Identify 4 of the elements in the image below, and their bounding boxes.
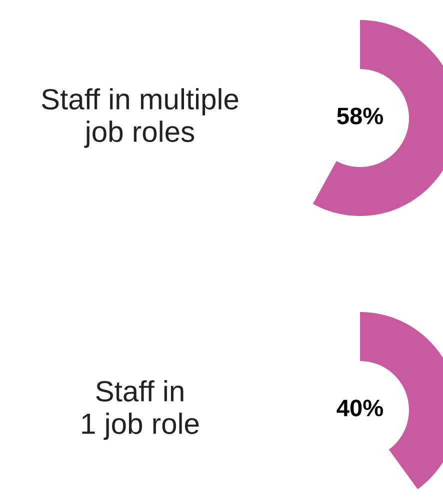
data-label: 58% [337, 108, 384, 124]
data-label: 40% [336, 400, 384, 416]
text: Staff in multiple job roles [42, 88, 238, 148]
text: Staff in 1 job role [82, 380, 199, 440]
